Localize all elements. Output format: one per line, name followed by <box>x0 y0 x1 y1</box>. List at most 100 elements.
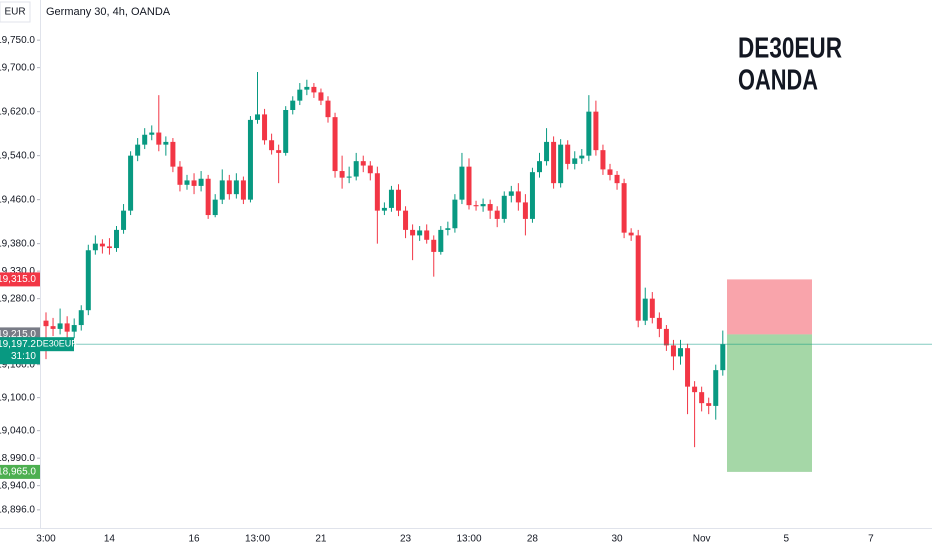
candle-body <box>57 323 63 329</box>
y-tick-label: 19,100.0 <box>0 392 35 403</box>
candle-body <box>607 169 613 175</box>
candle-body <box>311 86 317 93</box>
candle-body <box>473 205 479 207</box>
candle-body <box>692 386 698 393</box>
candle-body <box>417 230 423 236</box>
candle-body <box>487 204 493 211</box>
y-tick-label: 18,896.0 <box>0 504 35 515</box>
candle-body <box>529 172 535 219</box>
candle-body <box>121 210 127 230</box>
y-tick-label: 19,160.0 <box>0 359 35 370</box>
candle-body <box>544 141 550 162</box>
candle-body <box>283 110 289 153</box>
candle-body <box>515 191 521 203</box>
candle-body <box>191 180 197 186</box>
x-tick-label: 7 <box>868 534 874 545</box>
candle-body <box>551 141 557 184</box>
price-marker-label: 18,965.0 <box>0 467 36 478</box>
x-tick-label: 13:00 <box>245 534 270 545</box>
candle-body <box>558 144 564 184</box>
candle-body <box>403 210 409 230</box>
y-tick-label: 19,380.0 <box>0 238 35 249</box>
candle-body <box>367 165 373 174</box>
candle-body <box>663 328 669 346</box>
candle-body <box>353 161 359 177</box>
candle-body <box>586 111 592 156</box>
candle-body <box>92 243 98 251</box>
y-tick-label: 19,540.0 <box>0 150 35 161</box>
symbol-tag-label: DE30EUR <box>36 339 78 349</box>
candle-body <box>346 176 352 178</box>
candle-body <box>466 166 472 206</box>
candle-body <box>410 229 416 236</box>
candle-body <box>360 161 366 166</box>
candle-body <box>480 204 486 207</box>
candle-body <box>170 141 176 167</box>
stop-zone <box>727 279 812 335</box>
candle-body <box>649 298 655 318</box>
y-tick-label: 19,040.0 <box>0 425 35 436</box>
candle-body <box>445 228 451 230</box>
candle-body <box>593 111 599 151</box>
candle-body <box>233 180 239 195</box>
candle-body <box>431 239 437 252</box>
price-marker <box>0 464 40 479</box>
candle-body <box>706 403 712 406</box>
candle-body <box>713 370 719 406</box>
candle-body <box>135 144 141 156</box>
candle-body <box>99 243 105 247</box>
candle-body <box>269 140 275 151</box>
candle-body <box>205 178 211 216</box>
candle-body <box>678 348 683 357</box>
candle-body <box>670 345 676 357</box>
candle-body <box>537 161 542 173</box>
y-tick-label: 19,330.0 <box>0 266 35 277</box>
target-zone <box>727 334 812 472</box>
currency-box[interactable] <box>0 1 31 23</box>
candle-body <box>396 189 401 211</box>
candle-body <box>699 392 705 404</box>
candle-body <box>325 100 331 118</box>
candle-body <box>339 171 345 178</box>
y-tick-label: 18,990.0 <box>0 453 35 464</box>
chart-title: Germany 30, 4h, OANDA <box>46 6 171 18</box>
watermark-symbol: DE30EUR <box>738 33 842 65</box>
candle-body <box>85 250 91 311</box>
candle-body <box>304 86 310 90</box>
candle-body <box>247 119 253 200</box>
candle-body <box>128 155 134 211</box>
candle-body <box>685 348 691 387</box>
candle-body <box>219 180 225 200</box>
x-tick-label: 30 <box>611 534 623 545</box>
candle-body <box>114 229 119 249</box>
candle-body <box>459 166 465 200</box>
candle-body <box>43 320 49 327</box>
candle-body <box>635 235 641 321</box>
currency[interactable]: EUR <box>4 7 25 18</box>
candle-body <box>572 158 578 164</box>
x-tick-label: 21 <box>315 534 327 545</box>
candle-body <box>438 229 444 252</box>
candle-body <box>226 180 232 195</box>
candle-body <box>156 132 162 145</box>
x-tick-label: 3:00 <box>36 534 56 545</box>
y-tick-label: 19,750.0 <box>0 35 35 46</box>
candle-body <box>642 298 648 321</box>
symbol-tag <box>40 337 74 352</box>
price-marker-label: 19,315.0 <box>0 274 36 285</box>
countdown: 31:10 <box>11 351 36 362</box>
candle-body <box>424 230 430 240</box>
candle-body <box>240 180 246 200</box>
candle-body <box>71 325 77 332</box>
candle-body <box>452 199 458 229</box>
candle-body <box>621 183 627 233</box>
candle-body <box>614 174 620 184</box>
candle-body <box>579 155 585 159</box>
candle-body <box>628 232 634 236</box>
price-marker-label: 19,215.0 <box>0 329 36 340</box>
candle-body <box>494 210 500 219</box>
candle-body <box>198 178 204 186</box>
candle-body <box>720 344 726 371</box>
candle-body <box>163 141 169 145</box>
x-tick-label: 16 <box>188 534 200 545</box>
